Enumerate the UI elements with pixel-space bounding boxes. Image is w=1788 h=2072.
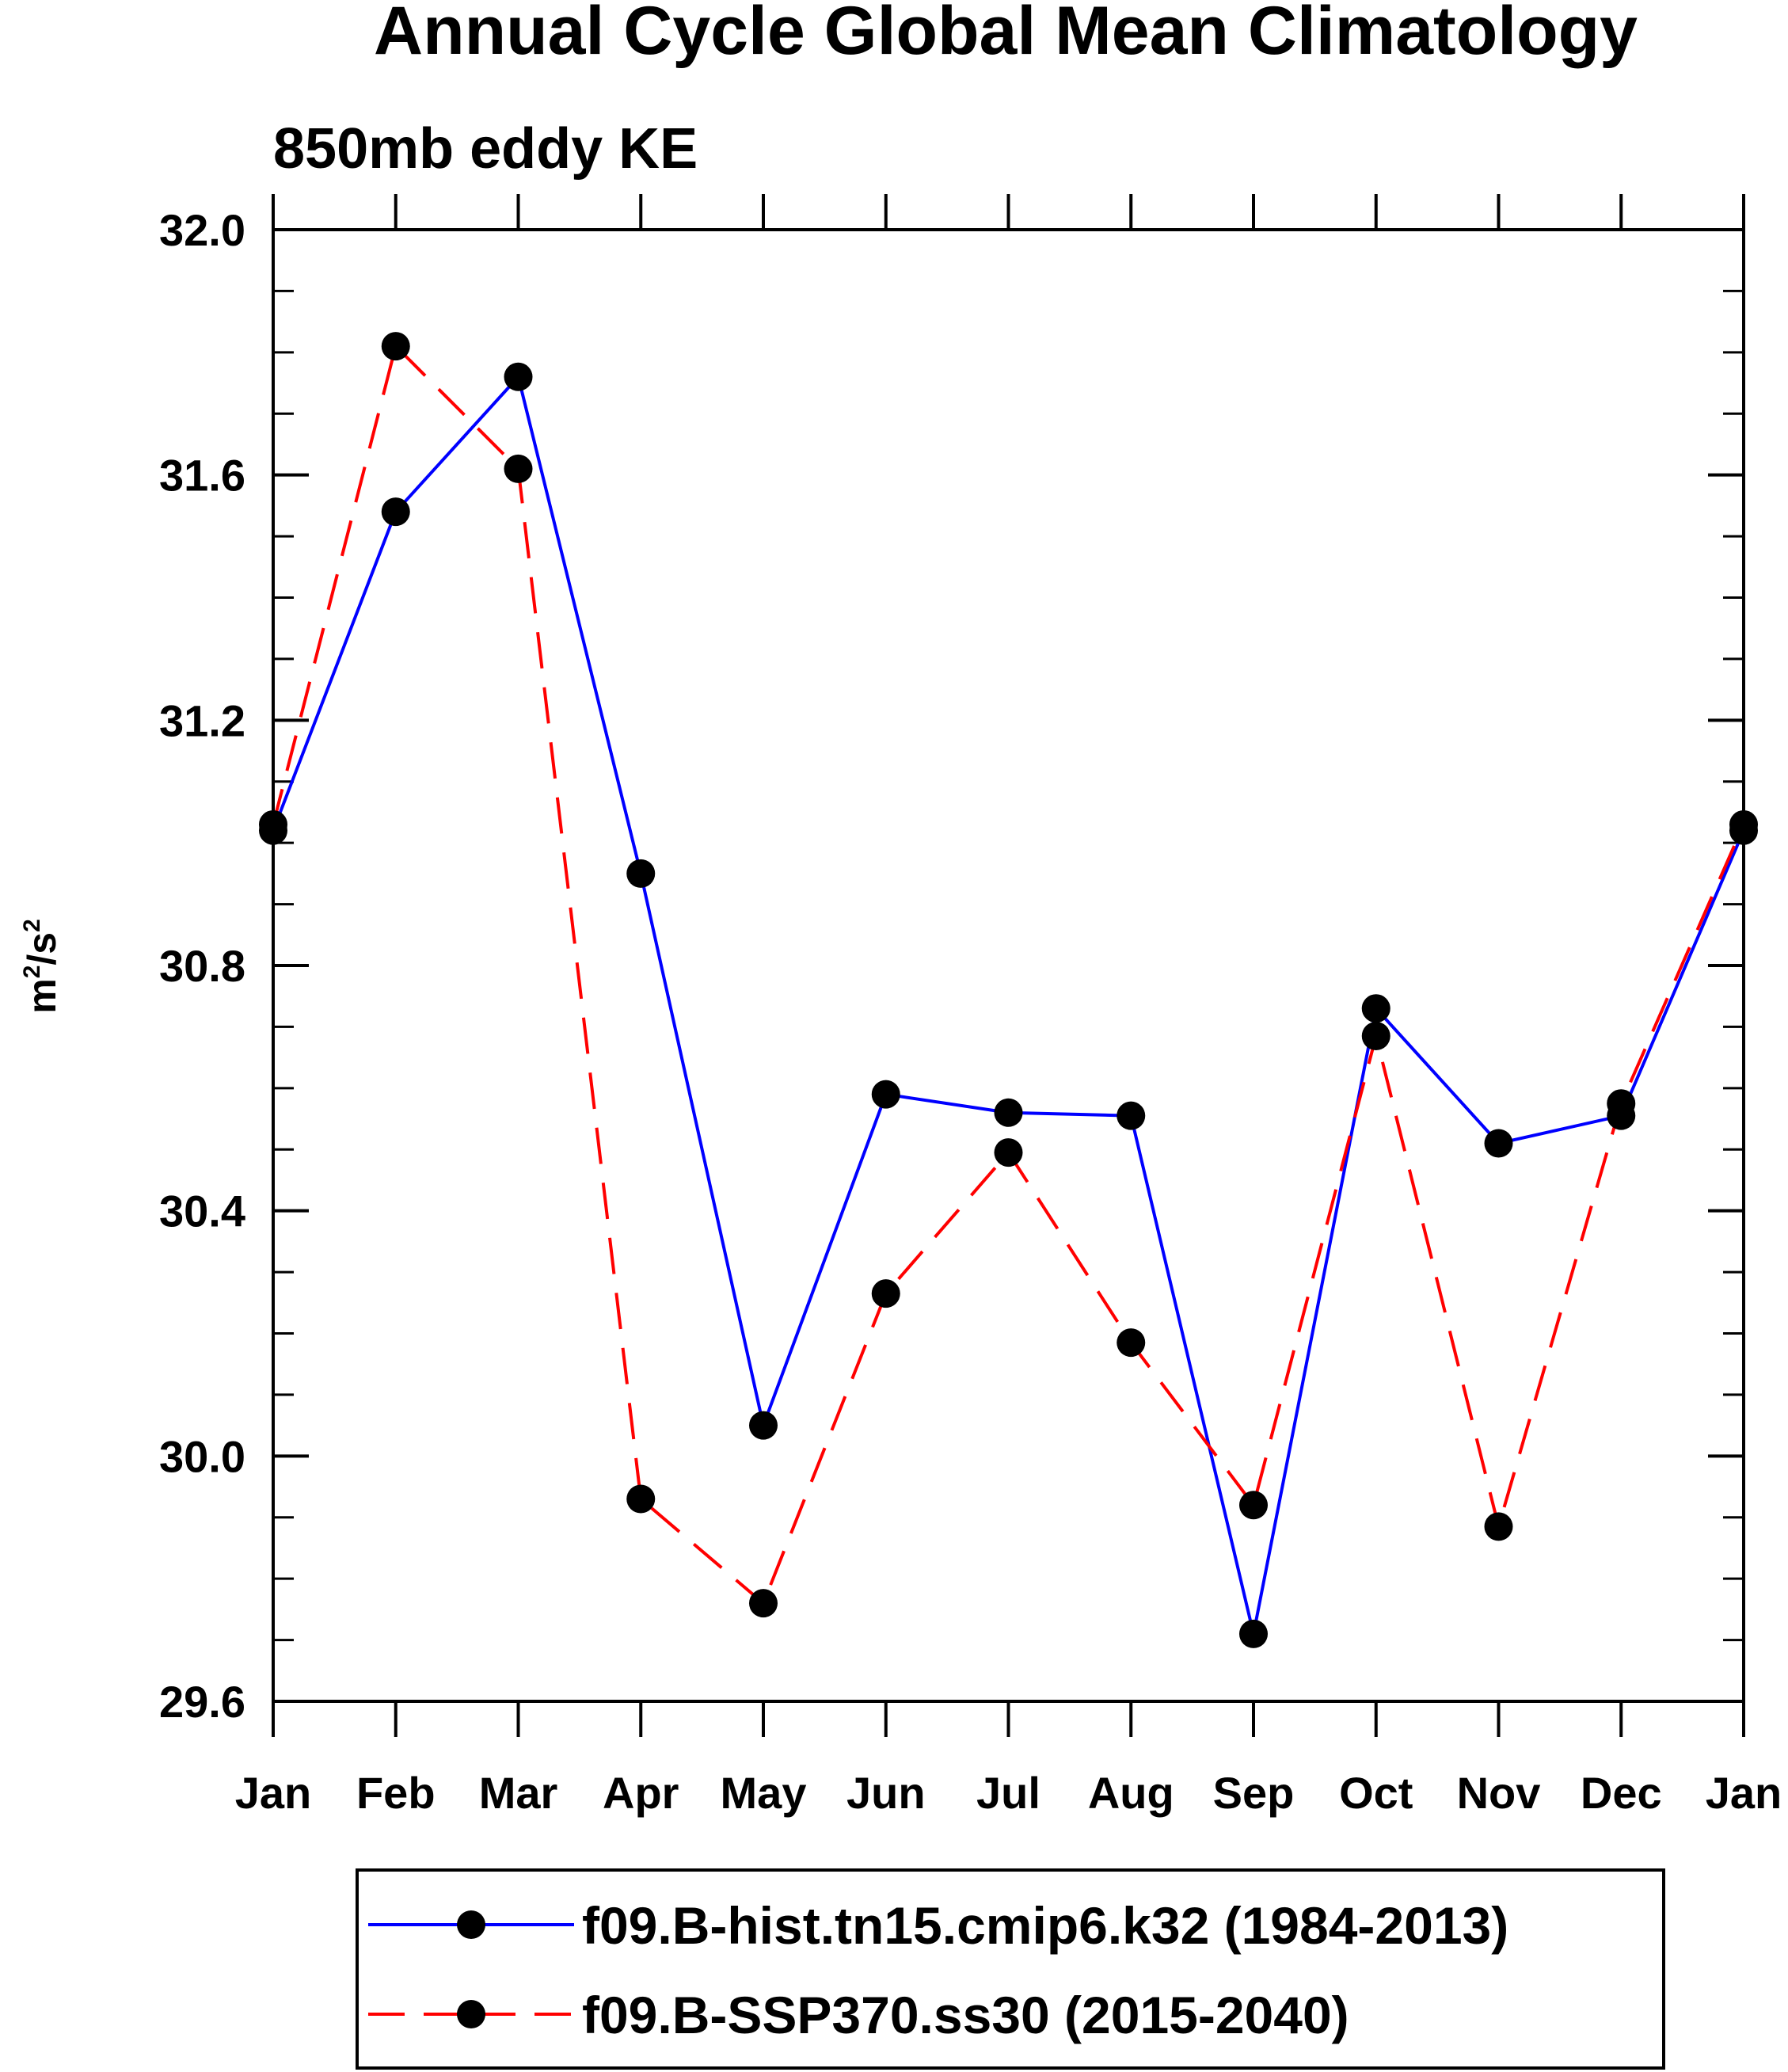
- x-tick-label: Jul: [976, 1768, 1040, 1818]
- series-1-point: [749, 1411, 778, 1440]
- legend-box: [356, 1868, 1665, 2070]
- legend-label-1: f09.B-hist.tn15.cmip6.k32 (1984-2013): [582, 1896, 1508, 1955]
- y-tick-label: 30.8: [159, 941, 245, 991]
- legend-marker-1: [457, 1910, 485, 1939]
- chart-title: Annual Cycle Global Mean Climatology: [374, 0, 1638, 69]
- series-1-point: [504, 362, 533, 391]
- series-2-point: [994, 1138, 1023, 1167]
- series-2-point: [1239, 1491, 1268, 1520]
- chart-subtitle: 850mb eddy KE: [273, 117, 698, 181]
- x-tick-label: Feb: [356, 1768, 436, 1818]
- series-1-point: [626, 859, 656, 888]
- x-tick-label: Oct: [1339, 1768, 1413, 1818]
- legend-label-2: f09.B-SSP370.ss30 (2015-2040): [582, 1986, 1349, 2044]
- y-axis-label-base: m: [20, 978, 64, 1013]
- series-2-point: [749, 1589, 778, 1618]
- x-tick-label: Aug: [1088, 1768, 1174, 1818]
- y-axis-label-sup2: 2: [19, 919, 45, 932]
- y-tick-label: 31.6: [159, 451, 245, 501]
- y-tick-label: 31.2: [159, 695, 245, 745]
- series-1-point: [381, 497, 410, 527]
- x-tick-label: Mar: [479, 1768, 558, 1818]
- x-tick-label: Nov: [1457, 1768, 1541, 1818]
- x-tick-label: Apr: [603, 1768, 679, 1818]
- y-tick-label: 30.4: [159, 1186, 245, 1236]
- series-1-point: [1239, 1619, 1268, 1648]
- x-tick-label: Sep: [1213, 1768, 1295, 1818]
- series-2-point: [1361, 1022, 1390, 1051]
- series-2-point: [504, 454, 533, 483]
- series-1-point: [871, 1080, 900, 1109]
- series-2-point: [1729, 809, 1758, 839]
- y-tick-label: 32.0: [159, 205, 245, 255]
- series-1-point: [994, 1098, 1023, 1127]
- x-tick-label: Jun: [846, 1768, 926, 1818]
- x-tick-label: Jan: [1706, 1768, 1782, 1818]
- series-1-point: [1117, 1101, 1146, 1130]
- series-2-point: [1117, 1328, 1146, 1358]
- plot-frame: [272, 228, 1745, 1703]
- legend: f09.B-hist.tn15.cmip6.k32 (1984-2013) f09…: [356, 1868, 1665, 2070]
- series-2-point: [1607, 1089, 1636, 1118]
- x-tick-label: Jan: [235, 1768, 312, 1818]
- series-1-point: [1484, 1129, 1513, 1158]
- series-line-2: [272, 343, 1745, 1606]
- series-2-point: [259, 809, 287, 839]
- series-2-point: [626, 1484, 656, 1514]
- series-2-point: [381, 332, 410, 361]
- series-layer: [259, 332, 1758, 1648]
- y-tick-label: 30.0: [159, 1431, 245, 1481]
- series-1-point: [1361, 994, 1390, 1023]
- y-axis-label-sup1: 2: [19, 966, 45, 979]
- series-2-point: [1484, 1512, 1513, 1541]
- y-axis-label-mid: /s: [20, 932, 64, 966]
- x-tick-label: May: [721, 1768, 807, 1818]
- axes: 29.6 30.0 30.4 30.8 31.2 31.6 32.0 Jan Feb Mar Apr…: [159, 194, 1782, 1818]
- series-2-point: [871, 1279, 900, 1308]
- x-tick-label: Dec: [1581, 1768, 1662, 1818]
- y-axis-label: m2/s2: [19, 919, 64, 1014]
- legend-marker-2: [457, 2000, 485, 2028]
- y-tick-label: 29.6: [159, 1677, 245, 1727]
